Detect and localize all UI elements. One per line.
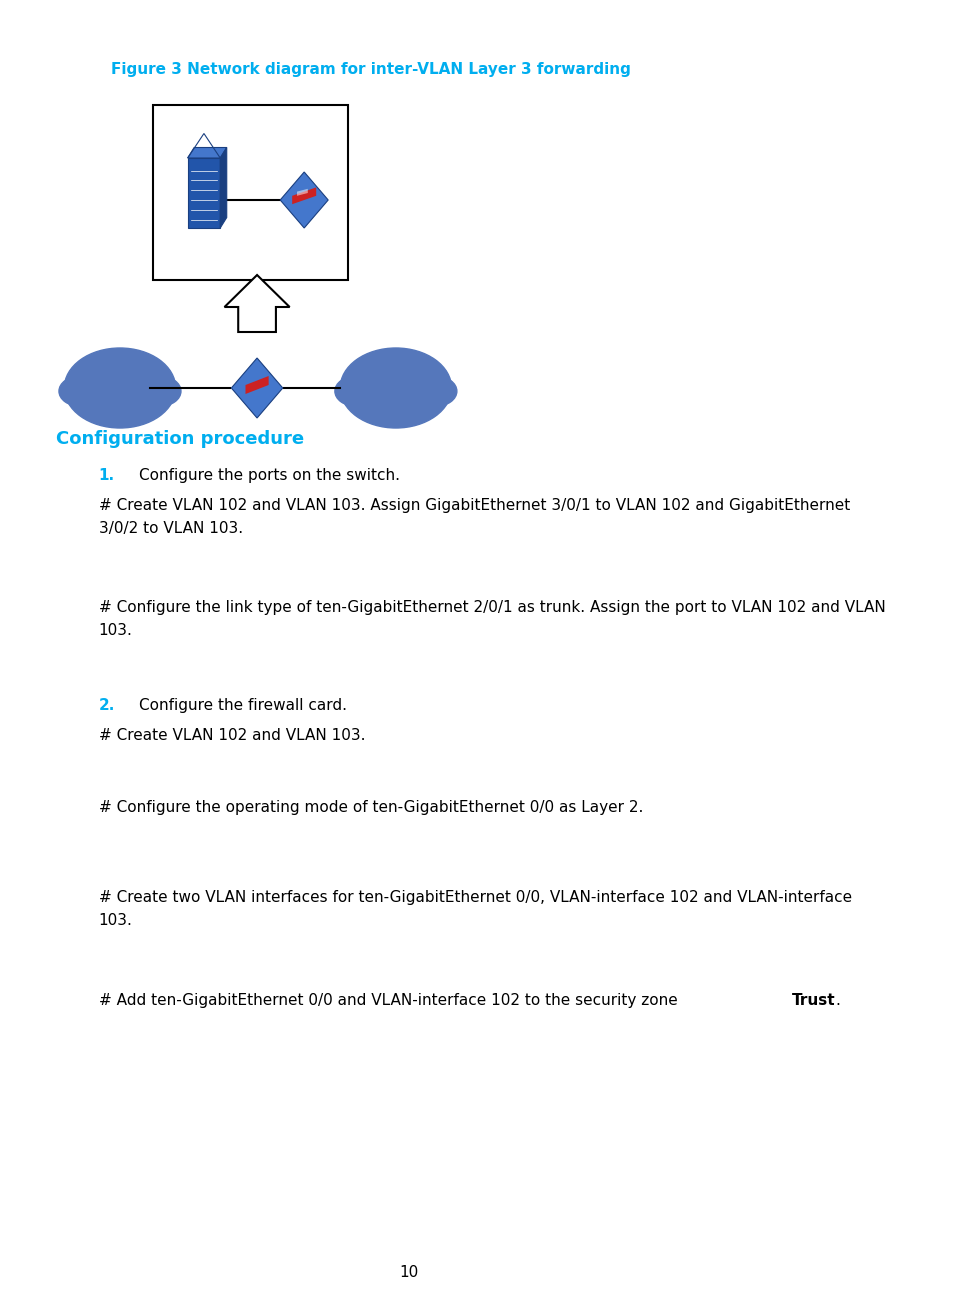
Ellipse shape: [59, 376, 101, 406]
Ellipse shape: [99, 358, 141, 388]
Text: # Create two VLAN interfaces for ten-GigabitEthernet 0/0, VLAN-interface 102 and: # Create two VLAN interfaces for ten-Gig…: [98, 890, 851, 928]
Text: # Create VLAN 102 and VLAN 103.: # Create VLAN 102 and VLAN 103.: [98, 728, 365, 743]
Text: 10: 10: [398, 1265, 418, 1280]
Polygon shape: [220, 148, 227, 228]
Polygon shape: [188, 158, 220, 228]
Ellipse shape: [375, 358, 416, 388]
Ellipse shape: [64, 349, 175, 428]
Ellipse shape: [340, 349, 451, 428]
Text: Configure the ports on the switch.: Configure the ports on the switch.: [139, 468, 399, 483]
Ellipse shape: [415, 376, 456, 406]
Text: 1.: 1.: [98, 468, 114, 483]
Polygon shape: [188, 148, 227, 158]
Ellipse shape: [139, 376, 181, 406]
Bar: [152, 105, 348, 280]
Text: # Add ten-GigabitEthernet 0/0 and VLAN-interface 102 to the security zone: # Add ten-GigabitEthernet 0/0 and VLAN-i…: [98, 993, 681, 1008]
Polygon shape: [292, 188, 315, 205]
Ellipse shape: [347, 364, 389, 394]
Ellipse shape: [71, 364, 112, 394]
Ellipse shape: [335, 376, 376, 406]
Polygon shape: [280, 172, 328, 228]
Text: # Configure the operating mode of ten-GigabitEthernet 0/0 as Layer 2.: # Configure the operating mode of ten-Gi…: [98, 800, 642, 815]
Text: Configuration procedure: Configuration procedure: [55, 430, 303, 448]
Text: 2.: 2.: [98, 699, 114, 713]
Text: Configure the firewall card.: Configure the firewall card.: [139, 699, 347, 713]
Polygon shape: [296, 189, 308, 196]
Ellipse shape: [127, 364, 169, 394]
Text: Trust: Trust: [791, 993, 835, 1008]
Text: # Configure the link type of ten-GigabitEthernet 2/0/1 as trunk. Assign the port: # Configure the link type of ten-Gigabit…: [98, 600, 884, 638]
Polygon shape: [224, 275, 290, 332]
Text: # Create VLAN 102 and VLAN 103. Assign GigabitEthernet 3/0/1 to VLAN 102 and Gig: # Create VLAN 102 and VLAN 103. Assign G…: [98, 498, 849, 535]
Polygon shape: [232, 358, 282, 419]
Text: Figure 3 Network diagram for inter-VLAN Layer 3 forwarding: Figure 3 Network diagram for inter-VLAN …: [112, 62, 631, 76]
Ellipse shape: [402, 364, 444, 394]
Polygon shape: [245, 376, 269, 394]
Text: .: .: [835, 993, 840, 1008]
